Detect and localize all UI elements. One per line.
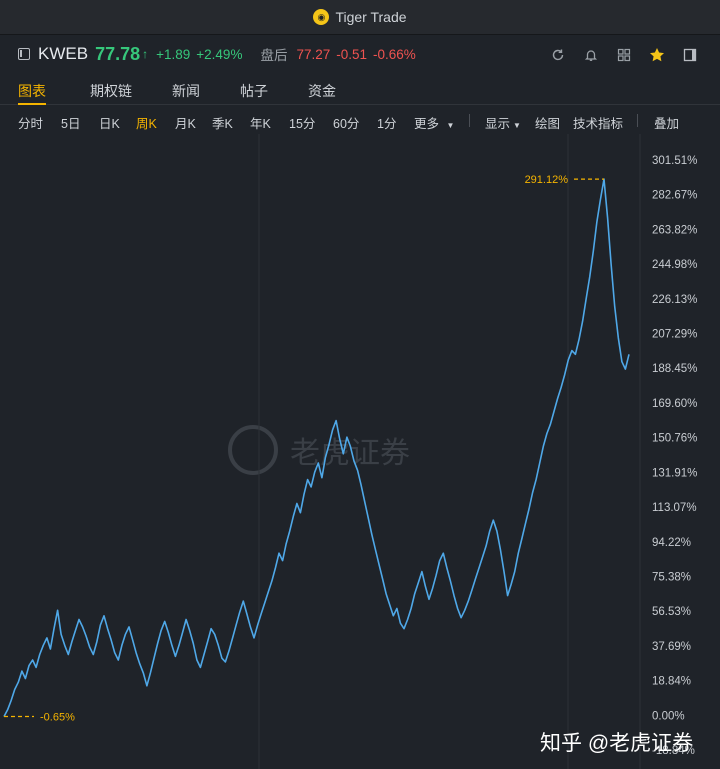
period-15min[interactable]: 15分 <box>289 117 316 131</box>
after-hours-label: 盘后 <box>260 48 288 63</box>
tiger-logo-icon: ◉ <box>313 9 330 25</box>
footer-watermark: 知乎 @老虎证券 <box>540 732 694 755</box>
price-line <box>3 178 630 717</box>
last-price: 77.78 <box>95 43 141 64</box>
star-icon[interactable] <box>640 46 673 64</box>
quote-bar: KWEB 77.78 ↑ +1.89 +2.49% 盘后 77.27 -0.51… <box>0 34 720 74</box>
y-tick-label: 75.38% <box>652 571 691 583</box>
y-tick-label: 0.00% <box>652 710 685 722</box>
caret-down-icon: ▼ <box>446 121 455 130</box>
ticker-symbol[interactable]: KWEB <box>38 44 89 63</box>
after-hours-change-pct: -0.66% <box>373 46 416 62</box>
y-tick-label: 282.67% <box>652 190 697 202</box>
more-dropdown[interactable]: 更多 ▼ <box>414 113 454 132</box>
watermark: 老虎证券 <box>228 425 410 475</box>
period-quarterly[interactable]: 季K <box>212 117 233 131</box>
app-title: Tiger Trade <box>335 9 407 25</box>
divider <box>469 114 470 127</box>
after-hours-price: 77.27 <box>296 46 331 62</box>
y-tick-label: 56.53% <box>652 606 691 618</box>
y-tick-label: 207.29% <box>652 329 697 341</box>
period-bar: 分时 5日 日K 周K 月K 季K 年K 15分 60分 1分 更多 ▼ 显示 ▼… <box>0 106 720 134</box>
y-tick-label: 37.69% <box>652 641 691 653</box>
period-yearly[interactable]: 年K <box>250 117 271 131</box>
period-weekly[interactable]: 周K <box>136 117 157 131</box>
bell-icon[interactable] <box>574 46 607 64</box>
overlay-button[interactable]: 叠加 <box>654 117 680 131</box>
main-tabs: 图表 期权链 新闻 帖子 资金 <box>0 74 720 105</box>
high-label: 291.12% <box>525 174 569 186</box>
tab-funds[interactable]: 资金 <box>308 83 336 99</box>
y-tick-label: 94.22% <box>652 537 691 549</box>
tab-chart[interactable]: 图表 <box>18 74 46 105</box>
indicators-button[interactable]: 技术指标 <box>573 117 624 131</box>
y-tick-label: 131.91% <box>652 467 697 479</box>
price-chart[interactable]: 301.51% 282.67% 263.82% 244.98% 226.13% 207.2… <box>0 134 720 769</box>
watermark-text: 老虎证券 <box>290 437 410 470</box>
y-tick-label: 263.82% <box>652 224 697 236</box>
display-dropdown[interactable]: 显示 ▼ <box>485 113 521 132</box>
y-tick-label: 18.84% <box>652 676 691 688</box>
period-5d[interactable]: 5日 <box>61 117 81 131</box>
more-label: 更多 <box>414 117 440 131</box>
caret-down-icon: ▼ <box>513 121 521 130</box>
period-60min[interactable]: 60分 <box>333 117 360 131</box>
title-bar: ◉ Tiger Trade <box>0 0 720 35</box>
up-arrow-icon: ↑ <box>142 47 149 61</box>
tab-posts[interactable]: 帖子 <box>240 83 268 99</box>
display-label: 显示 <box>485 117 511 131</box>
y-tick-label: 301.51% <box>652 155 697 167</box>
price-change: +1.89 <box>156 46 191 62</box>
tab-options-chain[interactable]: 期权链 <box>90 83 132 99</box>
y-tick-label: -18.84% <box>652 745 695 757</box>
divider <box>637 114 638 127</box>
y-tick-label: 150.76% <box>652 433 697 445</box>
draw-button[interactable]: 绘图 <box>535 117 561 131</box>
toolbar-icons <box>541 46 706 64</box>
period-monthly[interactable]: 月K <box>175 117 196 131</box>
panel-icon[interactable] <box>673 46 706 64</box>
tab-news[interactable]: 新闻 <box>172 83 200 99</box>
y-tick-label: 188.45% <box>652 363 697 375</box>
period-daily[interactable]: 日K <box>99 117 120 131</box>
y-tick-label: 169.60% <box>652 398 697 410</box>
low-label: -0.65% <box>40 711 75 723</box>
period-1min[interactable]: 1分 <box>377 117 397 131</box>
y-tick-label: 244.98% <box>652 259 697 271</box>
after-hours-change: -0.51 <box>336 46 368 62</box>
watermark-logo-icon <box>228 425 278 475</box>
refresh-icon[interactable] <box>541 46 574 64</box>
y-tick-label: 226.13% <box>652 294 697 306</box>
price-change-pct: +2.49% <box>196 46 243 62</box>
period-intraday[interactable]: 分时 <box>18 117 44 131</box>
sidebar-toggle-icon[interactable] <box>18 48 30 60</box>
grid-icon[interactable] <box>607 46 640 64</box>
y-tick-label: 113.07% <box>652 502 697 514</box>
